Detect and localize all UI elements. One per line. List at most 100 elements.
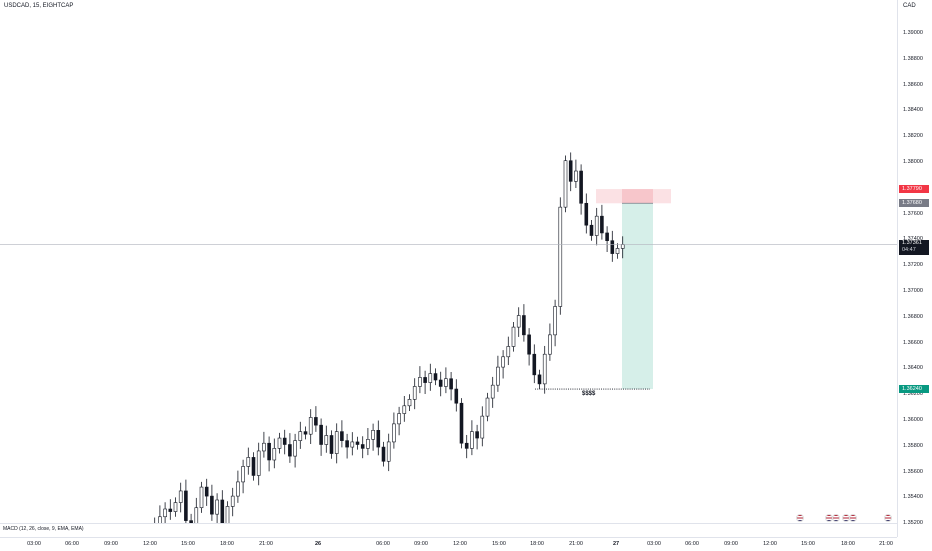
candle-body-down	[220, 499, 225, 523]
candle	[334, 423, 339, 464]
candle-body-up	[480, 415, 485, 439]
candle-body-up	[418, 377, 422, 387]
candle	[220, 490, 225, 523]
candle	[600, 204, 604, 240]
candle	[236, 470, 240, 503]
candle-body-down	[355, 441, 360, 445]
candle-body-down	[438, 379, 443, 387]
price-tick-label: 1.36400	[903, 365, 923, 372]
candle-body-up	[386, 441, 391, 462]
candle-body-up	[178, 490, 183, 503]
price-tick-label: 1.36000	[903, 417, 923, 423]
candle-body-down	[475, 431, 479, 439]
candle	[397, 406, 401, 436]
candle-body-up	[392, 423, 396, 443]
candle-body-down	[568, 160, 573, 182]
time-tick-label: 21:00	[879, 541, 893, 547]
stop-price-tag: 1.37790	[899, 185, 929, 194]
candle-body-down	[204, 486, 209, 497]
candle-body-up	[501, 356, 505, 368]
candle-body-up	[553, 306, 557, 336]
candle	[189, 513, 193, 523]
candle	[542, 345, 547, 394]
time-tick-label: 15:00	[492, 541, 506, 547]
candle	[511, 321, 516, 352]
economic-event-flag-icon[interactable]	[849, 514, 857, 522]
economic-event-flag-icon[interactable]	[884, 514, 892, 522]
time-axis[interactable]: 03:00 06:00 09:00 12:00 15:00 18:00 21:00 26 06:…	[0, 537, 897, 551]
economic-event-flag-icon[interactable]	[832, 514, 840, 522]
candle	[589, 220, 594, 241]
chart-area[interactable]: USDCAD, 15, EIGHTCAP $$$$	[0, 0, 897, 523]
target-price-tag: 1.36240	[899, 385, 929, 394]
candle	[558, 197, 563, 315]
time-tick-label: 12:00	[763, 541, 777, 547]
candle-body-up	[366, 439, 370, 449]
candle	[154, 517, 156, 523]
economic-event-flag-icon[interactable]	[796, 514, 804, 522]
candle	[470, 420, 474, 456]
candle-body-up	[256, 450, 261, 476]
candle	[522, 304, 526, 342]
candle	[272, 438, 277, 469]
candle-body-up	[241, 466, 245, 483]
candle-body-up	[574, 170, 578, 182]
candle	[584, 193, 589, 234]
candle-body-down	[267, 442, 271, 461]
candle	[204, 478, 209, 506]
macd-indicator-label[interactable]: MACD (12, 26, close, 9, EMA, EMA)	[3, 526, 84, 532]
candle-body-down	[340, 431, 344, 441]
bar-countdown: 04:47	[902, 247, 916, 254]
candle	[262, 431, 266, 458]
symbol-title[interactable]: USDCAD, 15, EIGHTCAP	[4, 3, 74, 9]
stop-loss-zone[interactable]	[622, 189, 653, 204]
macd-pane[interactable]: MACD (12, 26, close, 9, EMA, EMA)	[0, 523, 897, 538]
candle-body-up	[236, 481, 240, 497]
candle-body-down	[527, 334, 531, 355]
candle	[392, 412, 396, 449]
price-tick-label: 1.37000	[903, 288, 923, 294]
candle-body-up	[563, 160, 568, 208]
candle-body-down	[610, 240, 615, 254]
profit-target-zone[interactable]	[622, 203, 653, 390]
candle-body-up	[615, 248, 620, 254]
candle	[282, 429, 287, 455]
candle-body-down	[589, 224, 594, 236]
candle	[199, 481, 204, 513]
candle-body-up	[173, 502, 178, 512]
candle-body-up	[163, 508, 167, 518]
candle	[246, 447, 251, 475]
price-tick-label: 1.35400	[903, 494, 923, 501]
candle	[532, 344, 537, 384]
candle	[277, 432, 282, 454]
time-tick-label: 12:00	[143, 541, 157, 547]
time-tick-label: 26	[314, 541, 322, 547]
time-tick-label: 21:00	[259, 541, 273, 547]
candle	[329, 430, 334, 459]
candle	[527, 328, 531, 366]
price-tick-label: 1.38600	[903, 81, 923, 88]
target-annotation-label: $$$$	[582, 391, 596, 398]
candle	[371, 423, 375, 451]
candle-body-up	[444, 378, 448, 387]
candle-body-up	[485, 397, 490, 417]
candle	[490, 376, 495, 408]
candle-body-up	[397, 413, 401, 425]
time-tick-label: 09:00	[104, 541, 118, 547]
candle	[230, 487, 235, 517]
candle-body-down	[433, 373, 438, 381]
candlestick-chart[interactable]	[0, 0, 897, 523]
candle	[251, 452, 256, 481]
candle-body-down	[522, 315, 526, 336]
price-axis[interactable]: CAD 1.39000 1.38800 1.38600 1.38400 1.38200 1…	[897, 0, 932, 537]
candle-body-up	[350, 441, 355, 448]
candle-body-down	[168, 508, 173, 512]
candle	[464, 434, 469, 459]
entry-price-tag: 1.37680	[899, 199, 929, 208]
candle	[610, 230, 615, 262]
candle	[225, 501, 230, 523]
candle	[168, 499, 173, 520]
candle-body-up	[594, 215, 599, 236]
candle-body-up	[225, 506, 230, 523]
candle	[449, 372, 453, 401]
